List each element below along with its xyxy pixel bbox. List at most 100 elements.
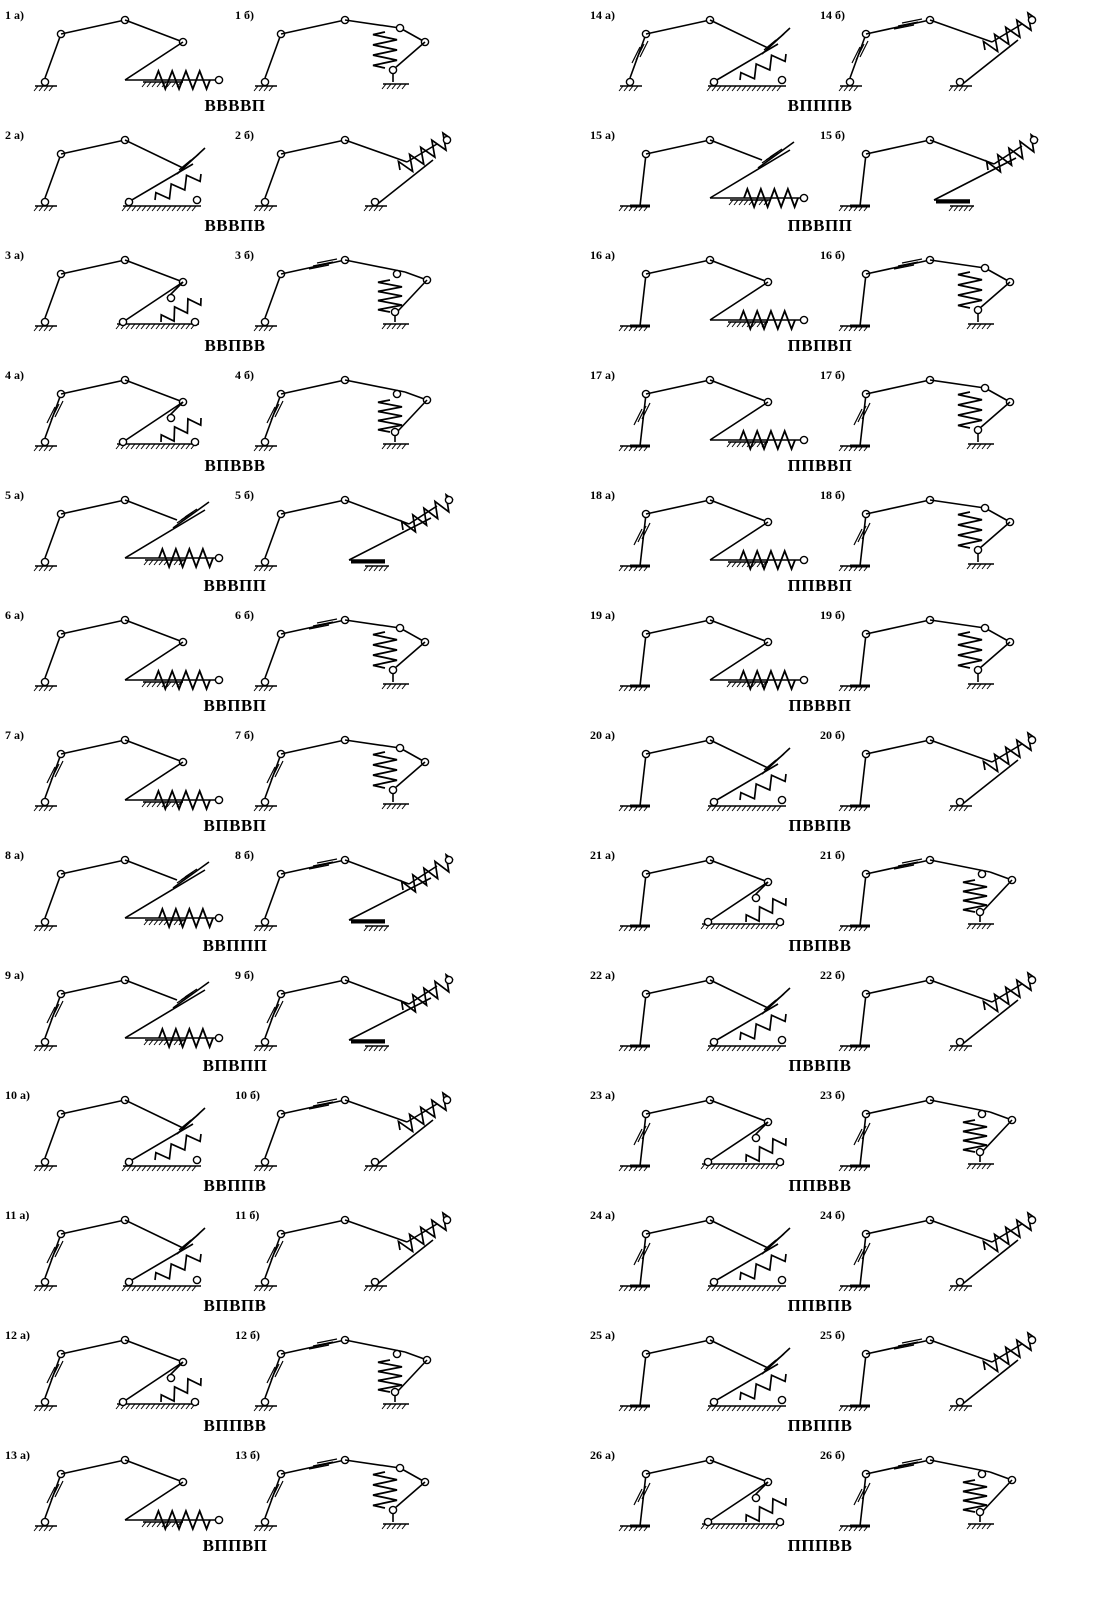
mechanism-diagram-b	[838, 1095, 1017, 1172]
variant-b-label: 15 б)	[820, 128, 845, 142]
mechanism-diagram-a	[33, 615, 224, 692]
mechanism-diagram-b	[838, 1455, 1017, 1532]
scheme-code: ВВППВ	[203, 1176, 267, 1195]
variant-a-label: 7 а)	[5, 728, 24, 742]
mechanism-diagram-b	[838, 1211, 1037, 1292]
mechanism-diagram-a	[618, 255, 809, 332]
mechanism-diagram-b	[253, 255, 432, 332]
mechanism-diagram-b	[253, 972, 454, 1052]
variant-a-label: 18 а)	[590, 488, 615, 502]
scheme-code: ВВПВП	[203, 696, 267, 715]
variant-a-label: 8 а)	[5, 848, 24, 862]
scheme-5: 5 а) 5 б) ВВВПП	[5, 488, 485, 600]
mechanism-diagram-a	[33, 1335, 202, 1412]
variant-a-label: 19 а)	[590, 608, 615, 622]
mechanism-diagram-a	[618, 15, 791, 92]
variant-a-label: 23 а)	[590, 1088, 615, 1102]
variant-b-label: 2 б)	[235, 128, 254, 142]
variant-b-label: 18 б)	[820, 488, 845, 502]
scheme-code: ПВВПВ	[788, 1056, 852, 1075]
variant-b-label: 16 б)	[820, 248, 845, 262]
mechanism-diagram-a	[33, 855, 224, 932]
variant-b-label: 7 б)	[235, 728, 254, 742]
variant-a-label: 15 а)	[590, 128, 615, 142]
mechanism-diagram-a	[618, 1455, 787, 1532]
scheme-code: ВПВВП	[203, 816, 267, 835]
scheme-10: 10 а) 10 б) ВВППВ	[5, 1088, 485, 1200]
mechanism-diagram-b	[253, 1091, 452, 1172]
mechanism-diagram-a	[618, 1335, 791, 1412]
scheme-12: 12 а) 12 б) ВППВВ	[5, 1328, 485, 1440]
mechanism-diagram-b	[253, 15, 430, 92]
mechanism-diagram-a	[33, 1215, 206, 1292]
mechanism-diagram-b	[253, 375, 432, 452]
variant-b-label: 9 б)	[235, 968, 254, 982]
scheme-14: 14 а) 14 б) ВПППВ	[590, 8, 1070, 120]
mechanism-diagram-b	[838, 731, 1037, 812]
variant-b-label: 5 б)	[235, 488, 254, 502]
scheme-20: 20 а) 20 б) ПВВПВ	[590, 728, 1070, 840]
scheme-18: 18 а) 18 б) ППВВП	[590, 488, 1070, 600]
scheme-9: 9 а) 9 б) ВПВПП	[5, 968, 485, 1080]
variant-b-label: 19 б)	[820, 608, 845, 622]
variant-a-label: 20 а)	[590, 728, 615, 742]
scheme-code: ПППВВ	[787, 1536, 853, 1555]
scheme-code: ППВВВ	[788, 1176, 852, 1195]
mechanism-diagram-a	[33, 1095, 206, 1172]
mechanism-diagram-a	[618, 1215, 791, 1292]
variant-b-label: 4 б)	[235, 368, 254, 382]
scheme-code: ПВВПВ	[788, 816, 852, 835]
mechanism-diagram-a	[33, 735, 224, 812]
variant-a-label: 4 а)	[5, 368, 24, 382]
scheme-code: ВВПВВ	[204, 336, 266, 355]
variant-a-label: 5 а)	[5, 488, 24, 502]
scheme-code: ПВВПП	[787, 216, 853, 235]
scheme-code: ПВППВ	[787, 1416, 853, 1435]
mechanism-diagram-b	[838, 255, 1015, 332]
mechanism-diagram-a	[618, 855, 787, 932]
variant-b-label: 21 б)	[820, 848, 845, 862]
variant-b-label: 10 б)	[235, 1088, 260, 1102]
scheme-13: 13 а) 13 б) ВППВП	[5, 1448, 485, 1560]
variant-a-label: 11 а)	[5, 1208, 30, 1222]
scheme-code: ВПВПП	[202, 1056, 268, 1075]
mechanism-diagram-b	[253, 1455, 430, 1532]
mechanism-diagram-b	[838, 495, 1015, 572]
scheme-15: 15 а) 15 б) ПВВПП	[590, 128, 1070, 240]
variant-b-label: 8 б)	[235, 848, 254, 862]
scheme-17: 17 а) 17 б) ППВВП	[590, 368, 1070, 480]
scheme-code: ВППВП	[202, 1536, 268, 1555]
variant-b-label: 12 б)	[235, 1328, 260, 1342]
scheme-code: ВВППП	[202, 936, 268, 955]
mechanism-diagram-b	[838, 1331, 1037, 1412]
scheme-code: ППВВП	[787, 576, 853, 595]
variant-b-label: 11 б)	[235, 1208, 260, 1222]
variant-b-label: 14 б)	[820, 8, 845, 22]
variant-b-label: 13 б)	[235, 1448, 260, 1462]
variant-b-label: 23 б)	[820, 1088, 845, 1102]
scheme-2: 2 а) 2 б) ВВВПВ	[5, 128, 485, 240]
scheme-22: 22 а) 22 б) ПВВПВ	[590, 968, 1070, 1080]
variant-a-label: 26 а)	[590, 1448, 615, 1462]
mechanism-diagram-a	[618, 975, 791, 1052]
mechanism-diagram-a	[618, 1095, 787, 1172]
scheme-code: ВПВВВ	[204, 456, 266, 475]
variant-b-label: 17 б)	[820, 368, 845, 382]
mechanism-diagram-a	[618, 375, 809, 452]
mechanism-diagram-b	[253, 1335, 432, 1412]
scheme-24: 24 а) 24 б) ППВПВ	[590, 1208, 1070, 1320]
scheme-11: 11 а) 11 б) ВПВПВ	[5, 1208, 485, 1320]
scheme-7: 7 а) 7 б) ВПВВП	[5, 728, 485, 840]
mechanism-diagram-b	[253, 1211, 452, 1292]
mechanism-diagram-b	[253, 852, 454, 932]
variant-a-label: 16 а)	[590, 248, 615, 262]
scheme-8: 8 а) 8 б) ВВППП	[5, 848, 485, 960]
variant-a-label: 3 а)	[5, 248, 24, 262]
mechanism-diagram-b	[253, 735, 430, 812]
variant-b-label: 6 б)	[235, 608, 254, 622]
scheme-code: ПВПВП	[787, 336, 853, 355]
mechanism-diagram-b	[253, 131, 452, 212]
variant-a-label: 17 а)	[590, 368, 615, 382]
variant-a-label: 12 а)	[5, 1328, 30, 1342]
scheme-code: ВПППВ	[787, 96, 853, 115]
